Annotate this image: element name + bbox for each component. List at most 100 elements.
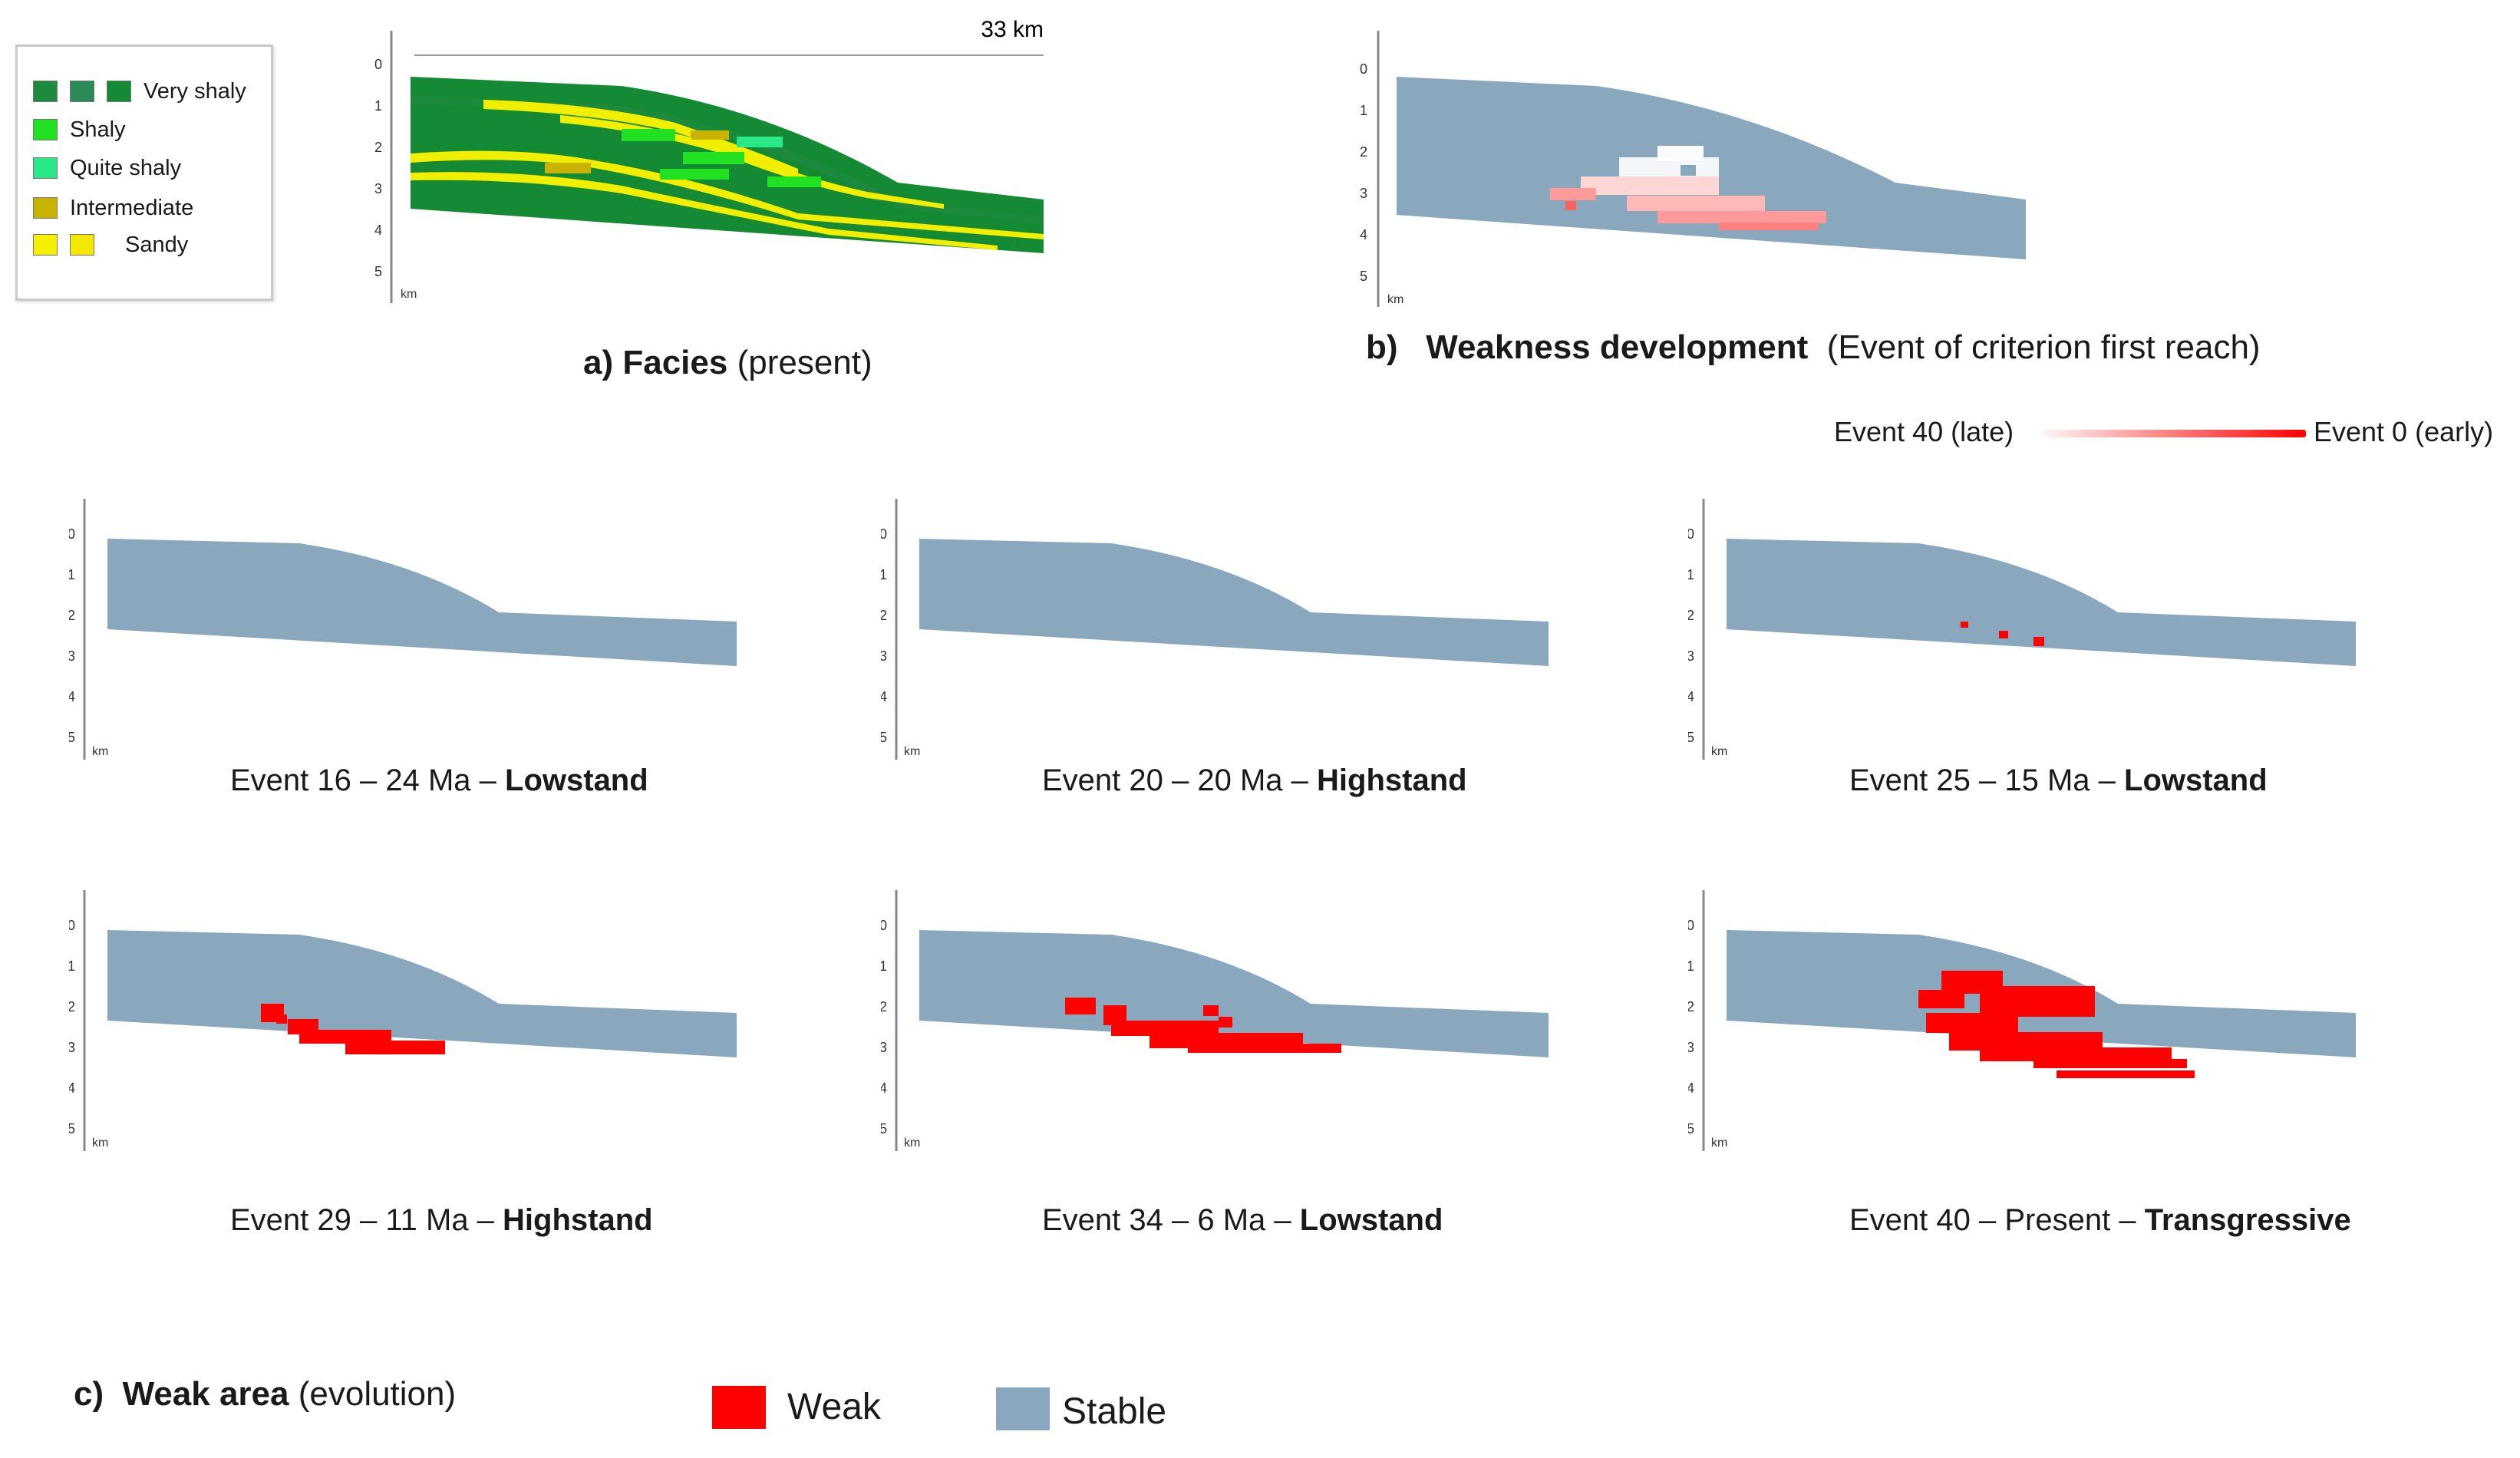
event-panel: 0 1 2 3 4 5 km — [1688, 890, 2356, 1151]
facies-patch-quite-shaly — [737, 137, 783, 147]
scale-label: 33 km — [981, 17, 1044, 42]
event-stage: Lowstand — [505, 764, 648, 797]
unit-label: km — [92, 1136, 108, 1150]
caption-prefix: b) — [1366, 328, 1398, 366]
event-gradient-bar — [2041, 430, 2306, 437]
facies-patch-shaly — [767, 176, 821, 187]
tick-label: 0 — [69, 918, 75, 933]
caption-rest: (present) — [737, 344, 872, 381]
tick-label: 2 — [1688, 999, 1694, 1014]
legend-swatch — [107, 81, 131, 102]
tick-label: 5 — [69, 1121, 75, 1136]
basin-body — [919, 539, 1549, 666]
unit-label: km — [401, 288, 417, 301]
tick-label: 3 — [1360, 186, 1367, 201]
stable-label: Stable — [1062, 1391, 1167, 1432]
caption-rest: (Event of criterion first reach) — [1826, 328, 2261, 366]
weak-cell — [1550, 188, 1596, 200]
caption-prefix: a) — [583, 344, 614, 381]
tick-label: 5 — [1688, 730, 1694, 745]
event-panel: 0 1 2 3 4 5 km — [69, 890, 737, 1151]
tick-label: 3 — [1688, 648, 1694, 664]
tick-label: 2 — [1360, 144, 1367, 160]
panel-b-weakness: 0 1 2 3 4 5 km — [1360, 31, 2026, 307]
legend-label: Shaly — [70, 117, 126, 142]
tick-label: 4 — [881, 1080, 887, 1096]
unit-label: km — [1711, 1136, 1727, 1150]
stable-swatch — [996, 1387, 1050, 1430]
tick-label: 1 — [881, 567, 887, 582]
facies-patch-shaly — [622, 129, 675, 141]
event-caption: Event 34 – 6 Ma – Lowstand — [1042, 1203, 1443, 1238]
tick-label: 5 — [1688, 1121, 1694, 1136]
tick-label: 2 — [69, 608, 75, 623]
tick-label: 1 — [374, 98, 382, 114]
legend-swatch — [33, 197, 58, 219]
weak-cell — [1111, 1021, 1219, 1036]
event-stage: Transgressive — [2144, 1203, 2351, 1237]
event-stage: Lowstand — [2124, 764, 2268, 797]
panel-a-facies: 33 km 0 1 2 3 4 5 km — [374, 17, 1044, 303]
tick-label: 5 — [374, 264, 382, 279]
tick-label: 5 — [1360, 269, 1367, 284]
weak-cell — [1627, 196, 1765, 211]
event-panel: 0 1 2 3 4 5 km — [881, 890, 1549, 1151]
event-name: Event 16 – 24 Ma – — [230, 764, 506, 797]
legend-item-intermediate: Intermediate — [33, 193, 193, 223]
legend-item-shaly: Shaly — [33, 114, 126, 145]
event-caption: Event 16 – 24 Ma – Lowstand — [230, 764, 648, 798]
weak-cell — [1065, 998, 1096, 1014]
tick-label: 4 — [69, 1080, 75, 1096]
facies-layer-sandy — [560, 115, 944, 209]
tick-label: 2 — [881, 608, 887, 623]
event-caption: Event 40 – Present – Transgressive — [1849, 1203, 2351, 1238]
event-stage: Highstand — [503, 1203, 653, 1237]
legend-item-quite-shaly: Quite shaly — [33, 153, 181, 183]
weak-cell — [2033, 1059, 2187, 1068]
weak-cell — [1961, 622, 1968, 628]
tick-label: 3 — [69, 1040, 75, 1055]
weak-cell — [1219, 1017, 1232, 1028]
tick-label: 1 — [881, 958, 887, 974]
weak-cell — [1581, 176, 1719, 195]
tick-label: 0 — [1360, 61, 1367, 77]
event-name: Event 25 – 15 Ma – — [1849, 764, 2125, 797]
tick-label: 1 — [69, 567, 75, 582]
event-panel: 0 1 2 3 4 5 km — [881, 499, 1549, 760]
weak-cell — [1719, 223, 1819, 230]
stable-cell — [1681, 165, 1696, 176]
tick-label: 5 — [881, 730, 887, 745]
weak-cell — [1999, 631, 2008, 638]
caption-rest: (evolution) — [298, 1375, 457, 1413]
facies-layer-sandy — [411, 150, 1044, 239]
tick-label: 4 — [69, 689, 75, 704]
unit-label: km — [904, 745, 920, 758]
legend-swatch — [33, 81, 58, 102]
legend-label: Very shaly — [143, 78, 246, 104]
caption-bold: Weak area — [122, 1375, 289, 1413]
weak-cell — [345, 1041, 445, 1054]
basin-body — [107, 539, 737, 666]
basin-body — [107, 930, 737, 1057]
tick-label: 0 — [881, 526, 887, 542]
event-caption: Event 25 – 15 Ma – Lowstand — [1849, 764, 2268, 798]
weak-cell — [1980, 986, 2095, 1017]
event-name: Event 20 – 20 Ma – — [1042, 764, 1318, 797]
depth-ticks: 0 1 2 3 4 5 km — [374, 57, 417, 301]
tick-label: 4 — [374, 223, 382, 238]
caption-c: c) Weak area (evolution) — [74, 1375, 456, 1413]
weak-cell — [1188, 1044, 1341, 1053]
tick-label: 1 — [1688, 567, 1694, 582]
weak-cell — [1657, 146, 1704, 161]
tick-label: 0 — [69, 526, 75, 542]
facies-legend: Very shaly Shaly Quite shaly Intermediat… — [15, 45, 273, 301]
legend-swatch — [33, 234, 58, 256]
legend-swatch — [33, 119, 58, 140]
caption-a: a) Facies (present) — [583, 344, 872, 382]
weak-cell — [2033, 637, 2044, 646]
weak-cell — [299, 1030, 391, 1044]
gradient-left-label: Event 40 (late) — [1834, 416, 2014, 447]
tick-label: 2 — [374, 140, 382, 155]
legend-swatch — [33, 157, 58, 179]
tick-label: 3 — [881, 648, 887, 664]
